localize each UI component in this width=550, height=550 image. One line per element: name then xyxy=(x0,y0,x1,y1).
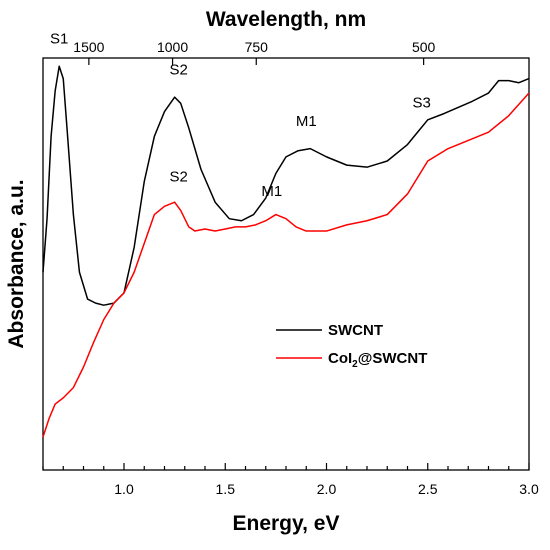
x-axis-title: Energy, eV xyxy=(233,512,340,535)
bottom-axis-ticks: 1.0 1.5 2.0 2.5 3.0 xyxy=(42,463,539,497)
peak-label: S3 xyxy=(412,94,430,111)
peak-label: M1 xyxy=(296,113,317,130)
top-axis-title: Wavelength, nm xyxy=(206,8,366,31)
plot-frame xyxy=(42,57,530,471)
legend-label-rest: @SWCNT xyxy=(358,350,428,367)
top-tick-label: 1000 xyxy=(157,39,188,55)
x-tick-label: 3.0 xyxy=(519,481,539,497)
legend: SWCNT CoI2@SWCNT xyxy=(276,322,427,370)
x-tick-label: 2.0 xyxy=(317,481,337,497)
top-axis-ticks: 1500 1000 750 500 xyxy=(73,39,436,65)
series-group xyxy=(42,65,530,438)
y-axis-title: Absorbance, a.u. xyxy=(5,179,28,348)
legend-label-coi2-swcnt: CoI2@SWCNT xyxy=(328,350,427,370)
peak-annotations: S1 S2 M1 S3 S2 M1 xyxy=(50,31,431,200)
peak-label: S2 xyxy=(169,61,187,78)
top-tick-label: 500 xyxy=(412,39,436,55)
legend-label-swcnt: SWCNT xyxy=(328,322,383,339)
peak-label: M1 xyxy=(261,183,282,200)
top-tick-label: 1500 xyxy=(73,39,104,55)
series-line-coi2-swcnt xyxy=(42,92,530,438)
legend-label-main: CoI xyxy=(328,350,352,367)
legend-label-subscript: 2 xyxy=(352,359,358,370)
x-tick-label: 2.5 xyxy=(418,481,438,497)
peak-label: S1 xyxy=(50,31,68,48)
x-tick-label: 1.0 xyxy=(114,481,134,497)
x-tick-label: 1.5 xyxy=(216,481,236,497)
peak-label: S2 xyxy=(169,169,187,186)
top-tick-label: 750 xyxy=(245,39,269,55)
series-line-swcnt xyxy=(42,65,530,306)
